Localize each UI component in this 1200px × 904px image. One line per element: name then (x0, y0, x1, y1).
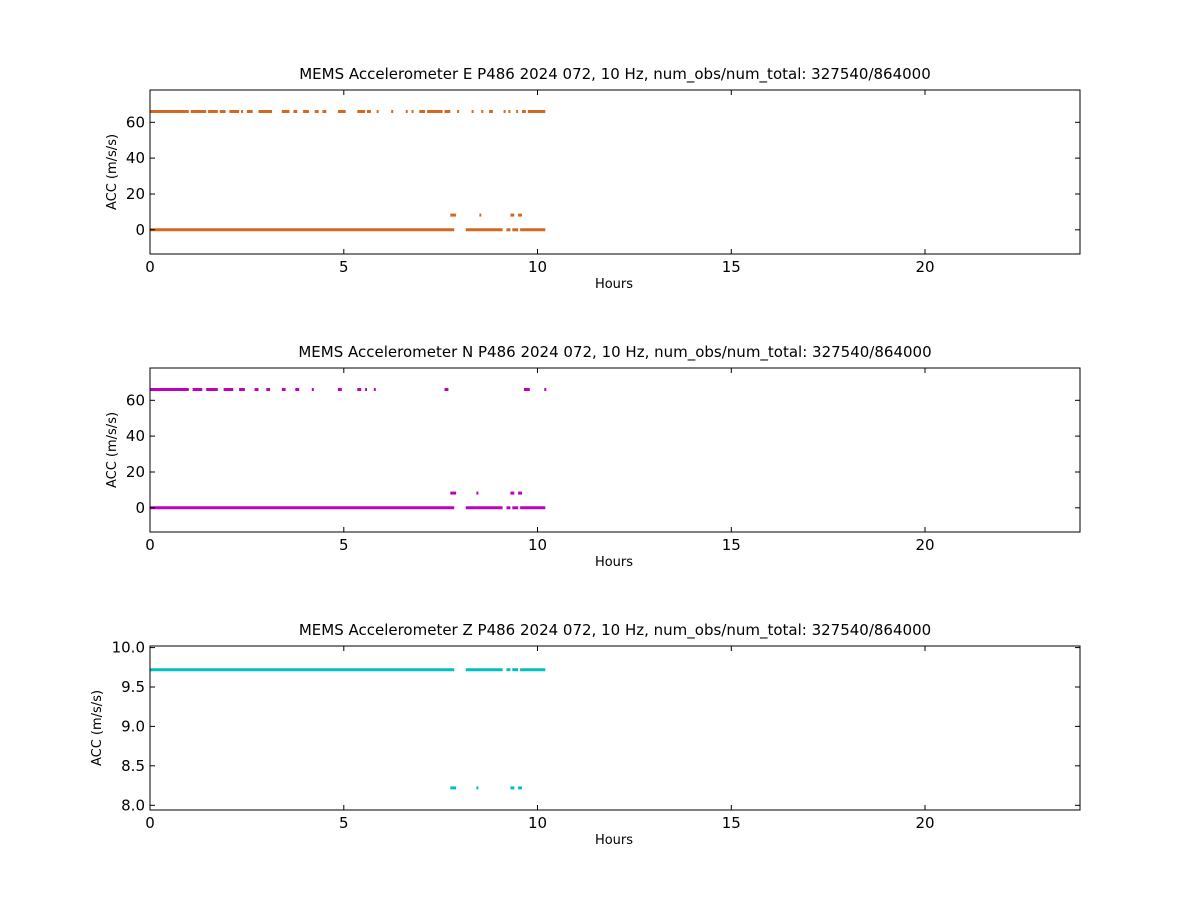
data-series (150, 110, 546, 232)
x-tick-label: 20 (915, 814, 934, 832)
x-tick-label: 10 (528, 258, 547, 276)
x-axis-label: Hours (595, 555, 633, 570)
x-tick-label: 15 (722, 536, 741, 554)
y-tick-label: 8.5 (121, 757, 145, 775)
data-point (476, 491, 479, 495)
chart-title: MEMS Accelerometer Z P486 2024 072, 10 H… (299, 621, 931, 640)
data-point (503, 110, 506, 113)
x-tick-label: 0 (145, 536, 155, 554)
plot-frame (149, 645, 1081, 811)
data-point (476, 786, 479, 790)
y-tick-label: 40 (126, 149, 145, 167)
y-tick-label: 20 (126, 463, 145, 481)
x-tick-label: 5 (339, 536, 349, 554)
data-point (311, 388, 314, 391)
x-tick-label: 5 (339, 258, 349, 276)
x-tick-label: 10 (528, 536, 547, 554)
chart-title: MEMS Accelerometer N P486 2024 072, 10 H… (298, 343, 931, 362)
y-axis-label: ACC (m/s/s) (105, 134, 120, 210)
y-tick-label: 0 (135, 499, 145, 517)
y-tick-label: 10.0 (112, 639, 145, 657)
data-point (373, 388, 376, 391)
chart-title: MEMS Accelerometer E P486 2024 072, 10 H… (299, 65, 931, 84)
x-tick-label: 15 (722, 258, 741, 276)
data-series (150, 388, 547, 510)
data-point (391, 110, 394, 113)
data-point (457, 110, 460, 113)
data-point (544, 388, 547, 391)
x-tick-label: 20 (915, 258, 934, 276)
subplot-vertical: MEMS Accelerometer Z P486 2024 072, 10 H… (90, 621, 1081, 848)
x-tick-label: 10 (528, 814, 547, 832)
y-axis-label: ACC (m/s/s) (90, 690, 105, 766)
subplot-east: MEMS Accelerometer E P486 2024 072, 10 H… (105, 65, 1081, 292)
y-tick-label: 60 (126, 391, 145, 409)
subplot-north: MEMS Accelerometer N P486 2024 072, 10 H… (105, 343, 1081, 570)
x-tick-label: 5 (339, 814, 349, 832)
x-axis-label: Hours (595, 833, 633, 848)
x-axis-label: Hours (595, 277, 633, 292)
x-tick-label: 20 (915, 536, 934, 554)
y-axis-label: ACC (m/s/s) (105, 412, 120, 488)
plot-frame (149, 89, 1081, 255)
data-series (150, 668, 546, 790)
y-tick-label: 9.5 (121, 678, 145, 696)
x-tick-label: 15 (722, 814, 741, 832)
y-tick-label: 0 (135, 221, 145, 239)
y-tick-label: 9.0 (121, 717, 145, 735)
y-tick-label: 40 (126, 427, 145, 445)
y-tick-label: 20 (126, 185, 145, 203)
plot-frame (149, 367, 1081, 533)
y-tick-label: 8.0 (121, 796, 145, 814)
y-tick-label: 60 (126, 113, 145, 131)
x-tick-label: 0 (145, 814, 155, 832)
x-tick-label: 0 (145, 258, 155, 276)
